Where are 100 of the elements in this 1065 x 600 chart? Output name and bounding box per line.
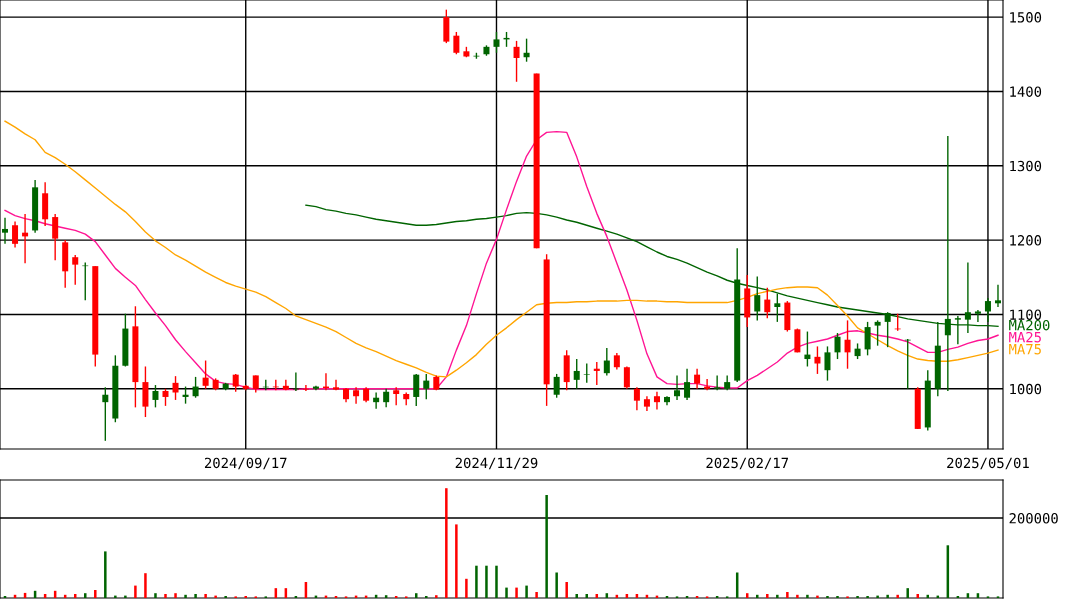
bar [555, 572, 558, 598]
y-tick-label: 1300 [1010, 160, 1042, 172]
bar [545, 495, 548, 598]
series-label: MA200 [1009, 319, 1050, 331]
bar [816, 595, 819, 598]
bar [114, 595, 117, 598]
bar [505, 587, 508, 598]
y-tick-label: 1000 [1010, 383, 1042, 395]
bar [194, 594, 197, 598]
bar [435, 595, 438, 598]
bar [776, 594, 779, 598]
y-tick-label: 1200 [1010, 235, 1042, 246]
y-tick-label: 1100 [1010, 309, 1042, 320]
bar [174, 593, 177, 598]
bar [565, 582, 568, 598]
bar [806, 594, 809, 598]
candlestick [974, 309, 981, 323]
candlestick [553, 373, 560, 399]
candlestick [844, 319, 851, 370]
bar [134, 585, 137, 598]
bar [214, 595, 217, 598]
bar [896, 594, 899, 598]
y-tick-label: 1400 [1010, 86, 1042, 97]
bar [104, 551, 107, 598]
x-tick-label: 2024/11/29 [455, 457, 538, 470]
candlestick [192, 376, 199, 399]
candlestick [984, 297, 991, 323]
bar [515, 587, 518, 598]
bar [144, 573, 147, 598]
candlestick [834, 332, 841, 360]
series-label: MA25 [1009, 331, 1041, 343]
candlestick [172, 375, 179, 401]
candlestick [593, 361, 600, 386]
candlestick [333, 379, 340, 391]
candlestick [994, 284, 1001, 308]
y-tick-label: 200000 [1009, 513, 1058, 524]
bar [906, 588, 909, 598]
bar [154, 593, 157, 598]
candlestick [292, 371, 299, 392]
bar [485, 565, 488, 598]
candlestick [684, 368, 691, 401]
bar [164, 594, 167, 598]
candlestick [102, 386, 109, 442]
bar [84, 593, 87, 598]
bar [94, 590, 97, 598]
candlestick [353, 386, 360, 405]
bar [184, 594, 187, 598]
bar [535, 592, 538, 598]
candlestick [774, 292, 781, 323]
bar [916, 594, 919, 598]
y-tick-label: 1500 [1010, 12, 1042, 23]
candlestick [874, 319, 881, 347]
candlestick [2, 217, 9, 245]
candlestick [302, 384, 309, 392]
candlestick [764, 286, 771, 319]
candlestick [694, 368, 701, 390]
candlestick [12, 220, 19, 249]
bar [525, 585, 528, 598]
candlestick [413, 373, 420, 407]
bar [766, 594, 769, 598]
candlestick [754, 275, 761, 322]
bar [886, 594, 889, 598]
x-tick-label: 2025/05/01 [947, 457, 1029, 470]
candlestick [623, 365, 630, 390]
bar [876, 595, 879, 598]
candlestick [674, 374, 681, 401]
candlestick [453, 31, 460, 55]
candlestick [633, 386, 640, 412]
bar [455, 524, 458, 598]
candlestick [653, 391, 660, 411]
bar [796, 594, 799, 598]
candlestick [202, 359, 209, 390]
series-label: MA75 [1009, 344, 1041, 355]
x-tick-label: 2025/02/17 [706, 457, 788, 470]
candlestick [493, 31, 500, 54]
candlestick [824, 345, 831, 382]
candlestick [393, 386, 400, 406]
candlestick [72, 254, 79, 286]
candlestick [152, 384, 159, 409]
candlestick [383, 388, 390, 409]
bar [204, 594, 207, 598]
bar [575, 594, 578, 598]
bar [495, 565, 498, 598]
candlestick [583, 362, 590, 384]
bar [756, 594, 759, 598]
candlestick [814, 345, 821, 375]
candlestick [704, 378, 711, 391]
x-tick-label: 2024/09/17 [204, 457, 287, 470]
candlestick [513, 40, 520, 83]
bar [124, 595, 127, 598]
bar [465, 578, 468, 598]
bar [475, 565, 478, 598]
candlestick [714, 374, 721, 391]
candlestick [864, 321, 871, 357]
bar [445, 488, 448, 598]
bar [786, 592, 789, 598]
candlestick [573, 358, 580, 390]
candlestick [603, 347, 610, 377]
candlestick [52, 213, 59, 261]
candlestick [423, 373, 430, 400]
